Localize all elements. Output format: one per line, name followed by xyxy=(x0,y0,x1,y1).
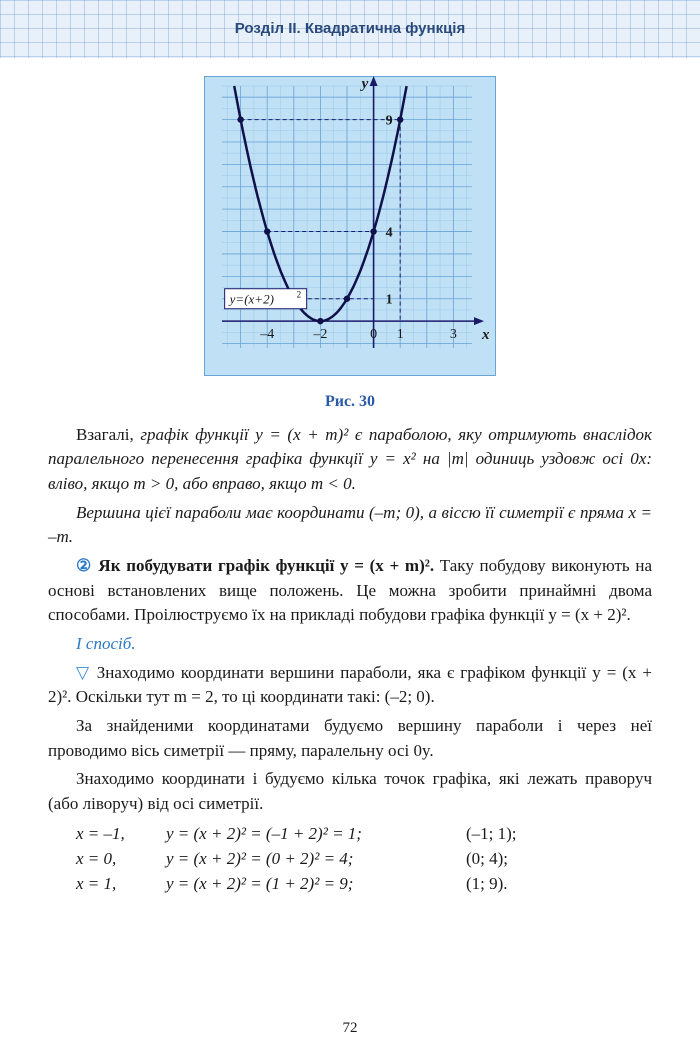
svg-text:4: 4 xyxy=(386,226,393,241)
calc-equation: y = (x + 2)² = (1 + 2)² = 9; xyxy=(166,872,466,897)
calc-row: x = 0,y = (x + 2)² = (0 + 2)² = 4;(0; 4)… xyxy=(76,847,652,872)
calc-x: x = 0, xyxy=(76,847,166,872)
triangle-marker: ▽ xyxy=(76,663,91,682)
para3-text: Знаходимо координати вершини параболи, я… xyxy=(48,663,652,707)
section-how-to-build: ② Як побудувати графік функції y = (x + … xyxy=(48,554,652,628)
page-number: 72 xyxy=(0,1018,700,1040)
svg-text:–2: –2 xyxy=(312,327,327,342)
svg-text:x: x xyxy=(481,327,490,343)
para1-lead: Взагалі, xyxy=(76,425,140,444)
paragraph-find-vertex: ▽ Знаходимо координати вершини параболи,… xyxy=(48,661,652,710)
paragraph-general: Взагалі, графік функції y = (x + m)² є п… xyxy=(48,423,652,497)
calc-row: x = –1,y = (x + 2)² = (–1 + 2)² = 1;(–1;… xyxy=(76,822,652,847)
parabola-chart: –4 –2 0 1 3 1 4 9 y x y=(x+2) 2 xyxy=(204,76,496,376)
svg-text:0: 0 xyxy=(370,327,377,342)
section-title: Як побудувати графік функції y = (x + m)… xyxy=(98,556,434,575)
svg-text:–4: –4 xyxy=(259,327,274,342)
paragraph-find-points: Знаходимо координати і будуємо кілька то… xyxy=(48,767,652,816)
svg-text:9: 9 xyxy=(386,114,393,129)
calc-point: (–1; 1); xyxy=(466,822,517,847)
paragraph-build-vertex: За знайденими координатами будуємо верши… xyxy=(48,714,652,763)
calc-equation: y = (x + 2)² = (0 + 2)² = 4; xyxy=(166,847,466,872)
svg-text:2: 2 xyxy=(297,290,302,300)
figure-caption: Рис. 30 xyxy=(48,390,652,413)
calculation-block: x = –1,y = (x + 2)² = (–1 + 2)² = 1;(–1;… xyxy=(76,822,652,896)
svg-text:1: 1 xyxy=(386,293,393,308)
figure-30: –4 –2 0 1 3 1 4 9 y x y=(x+2) 2 xyxy=(48,76,652,384)
svg-text:3: 3 xyxy=(450,327,457,342)
calc-x: x = –1, xyxy=(76,822,166,847)
svg-text:y: y xyxy=(360,76,369,92)
calc-point: (1; 9). xyxy=(466,872,508,897)
circled-number-2: ② xyxy=(76,556,93,575)
chapter-title: Розділ II. Квадратична функція xyxy=(235,18,465,40)
paragraph-vertex: Вершина цієї параболи має координати (–m… xyxy=(48,501,652,550)
calc-row: x = 1,y = (x + 2)² = (1 + 2)² = 9;(1; 9)… xyxy=(76,872,652,897)
method-1-label: І спосіб. xyxy=(48,632,652,657)
svg-text:y=(x+2): y=(x+2) xyxy=(228,292,274,307)
chapter-header: Розділ II. Квадратична функція xyxy=(0,0,700,58)
calc-point: (0; 4); xyxy=(466,847,508,872)
calc-x: x = 1, xyxy=(76,872,166,897)
svg-text:1: 1 xyxy=(397,327,404,342)
calc-equation: y = (x + 2)² = (–1 + 2)² = 1; xyxy=(166,822,466,847)
